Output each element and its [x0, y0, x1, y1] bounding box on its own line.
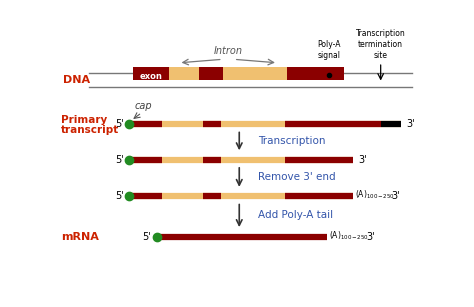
Text: transcript: transcript	[61, 125, 119, 134]
Text: Remove 3' end: Remove 3' end	[258, 172, 335, 182]
Text: mRNA: mRNA	[61, 231, 99, 242]
Text: Transcription
termination
site: Transcription termination site	[356, 29, 406, 60]
Text: exon: exon	[140, 72, 163, 81]
Text: 3': 3'	[406, 119, 415, 129]
Text: 5': 5'	[115, 119, 124, 129]
Text: Primary: Primary	[61, 115, 107, 125]
Text: (A)$_{\mathregular{100 - 250}}$: (A)$_{\mathregular{100 - 250}}$	[355, 189, 395, 201]
Bar	[133, 67, 170, 80]
Bar	[199, 67, 223, 80]
Text: Add Poly-A tail: Add Poly-A tail	[258, 210, 333, 220]
Text: 5': 5'	[115, 155, 124, 165]
Text: 5': 5'	[142, 231, 151, 242]
Bar	[287, 67, 344, 80]
Text: Transcription: Transcription	[258, 136, 325, 146]
Text: 3': 3'	[392, 191, 401, 201]
Text: Intron: Intron	[214, 46, 243, 56]
Text: 5': 5'	[115, 191, 124, 201]
Text: 3': 3'	[359, 155, 367, 165]
Text: DNA: DNA	[63, 75, 90, 85]
Text: 3': 3'	[366, 231, 374, 242]
Text: (A)$_{\mathregular{100 - 250}}$: (A)$_{\mathregular{100 - 250}}$	[329, 229, 369, 242]
Bar	[169, 67, 287, 80]
Text: Poly-A
signal: Poly-A signal	[318, 41, 341, 60]
Text: cap: cap	[135, 101, 153, 111]
